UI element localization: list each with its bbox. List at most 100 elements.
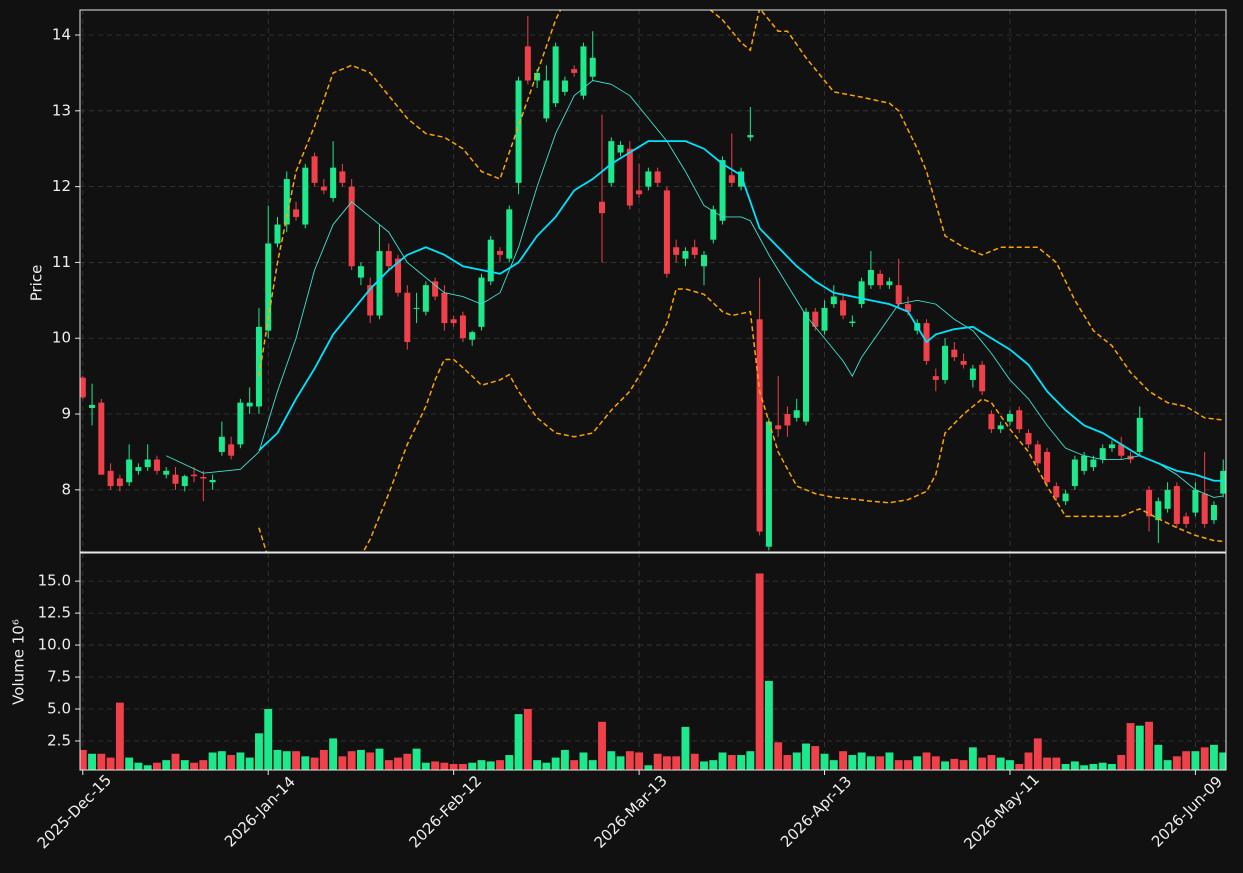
volume-bar (839, 751, 848, 770)
candle-body (228, 444, 235, 456)
y-tick-label: 11 (52, 253, 71, 271)
volume-bar (653, 753, 662, 770)
volume-bar (1024, 752, 1033, 770)
volume-bar (1070, 761, 1079, 770)
volume-bar (440, 762, 449, 770)
volume-bar (273, 749, 282, 770)
volume-bars (80, 573, 1226, 770)
volume-bar (894, 760, 903, 770)
candle-body (561, 80, 568, 92)
volume-bar (1117, 755, 1126, 770)
y-tick-label: 9 (61, 405, 71, 423)
volume-bar (1015, 763, 1024, 770)
volume-bar (97, 753, 106, 770)
volume-bar (1135, 725, 1144, 770)
candle-body (302, 167, 309, 225)
volume-bar (505, 755, 514, 770)
volume-bar (848, 755, 857, 770)
volume-bar (412, 748, 421, 770)
candle-body (1155, 501, 1162, 521)
indicator-line (258, 140, 1224, 482)
candle-body (1006, 414, 1013, 422)
y-tick-label: 10.0 (38, 636, 71, 654)
volume-axis-label: Volume 10⁶ (10, 619, 28, 705)
volume-bar (134, 762, 143, 770)
candle-body (765, 421, 772, 547)
volume-bar (959, 760, 968, 770)
volume-bar (356, 749, 365, 770)
candle-body (1025, 432, 1032, 445)
candle-body (348, 186, 355, 267)
candle-body (960, 360, 967, 365)
volume-bar (866, 756, 875, 770)
candle-body (191, 474, 198, 477)
volume-bar (143, 765, 152, 770)
candle-body (450, 319, 457, 324)
candle-body (497, 251, 504, 255)
volume-bar (635, 752, 644, 770)
candle-body (293, 209, 300, 217)
volume-bar (403, 753, 412, 770)
candle-body (1062, 493, 1069, 502)
volume-bar (1006, 760, 1014, 770)
y-tick-label: 13 (52, 101, 71, 119)
candle-body (515, 80, 522, 183)
volume-bar (1043, 757, 1051, 770)
volume-bar (477, 760, 486, 770)
price-frame (79, 9, 1227, 553)
volume-bar (1080, 765, 1089, 770)
candle-body (469, 332, 476, 340)
volume-bar (533, 760, 542, 770)
volume-bar (718, 752, 727, 770)
volume-bar (468, 762, 477, 770)
candle-body (1016, 410, 1023, 430)
y-tick-label: 2.5 (47, 731, 71, 749)
candle-body (1099, 448, 1106, 460)
volume-bar (904, 760, 912, 770)
candle-body (877, 273, 884, 286)
volume-bar (551, 757, 560, 770)
indicator-line (258, 10, 1224, 421)
candle-body (330, 167, 337, 198)
candle-body (237, 402, 244, 445)
volume-bar (857, 752, 866, 770)
volume-bar (236, 752, 245, 770)
volume-bar (88, 753, 96, 770)
volume-bar (876, 756, 885, 770)
volume-bar (227, 755, 236, 770)
candle-body (1201, 493, 1208, 524)
indicator-line (166, 80, 1224, 498)
y-tick-label: 14 (52, 26, 71, 44)
volume-bar (978, 757, 987, 770)
volume-bar (1089, 763, 1098, 770)
candle-body (144, 459, 151, 468)
candle-body (534, 72, 541, 81)
volume-bar (514, 714, 523, 770)
volume-bar (737, 755, 746, 770)
volume-bar (913, 756, 922, 770)
y-tick-label: 15.0 (38, 572, 71, 590)
candle-body (80, 377, 86, 398)
candle-body (524, 46, 531, 81)
candle-body (904, 304, 911, 312)
volume-bar (1033, 738, 1042, 770)
volume-bar (338, 756, 347, 770)
candle-body (1146, 489, 1153, 517)
candle-body (802, 311, 809, 422)
candle-body (543, 80, 550, 119)
candle-body (747, 135, 754, 138)
volume-bar (1219, 752, 1226, 770)
volume-bar (931, 756, 940, 770)
volume-bar (375, 748, 384, 770)
candle-body (636, 190, 643, 195)
candle-body (404, 292, 411, 343)
candle-body (1108, 444, 1115, 449)
volume-bar (764, 680, 773, 770)
volume-bar (644, 765, 653, 770)
volume-bar (421, 762, 430, 770)
y-tick-label: 10 (52, 329, 71, 347)
volume-bar (310, 757, 319, 770)
volume-bar (941, 761, 950, 770)
candle-body (728, 175, 735, 183)
